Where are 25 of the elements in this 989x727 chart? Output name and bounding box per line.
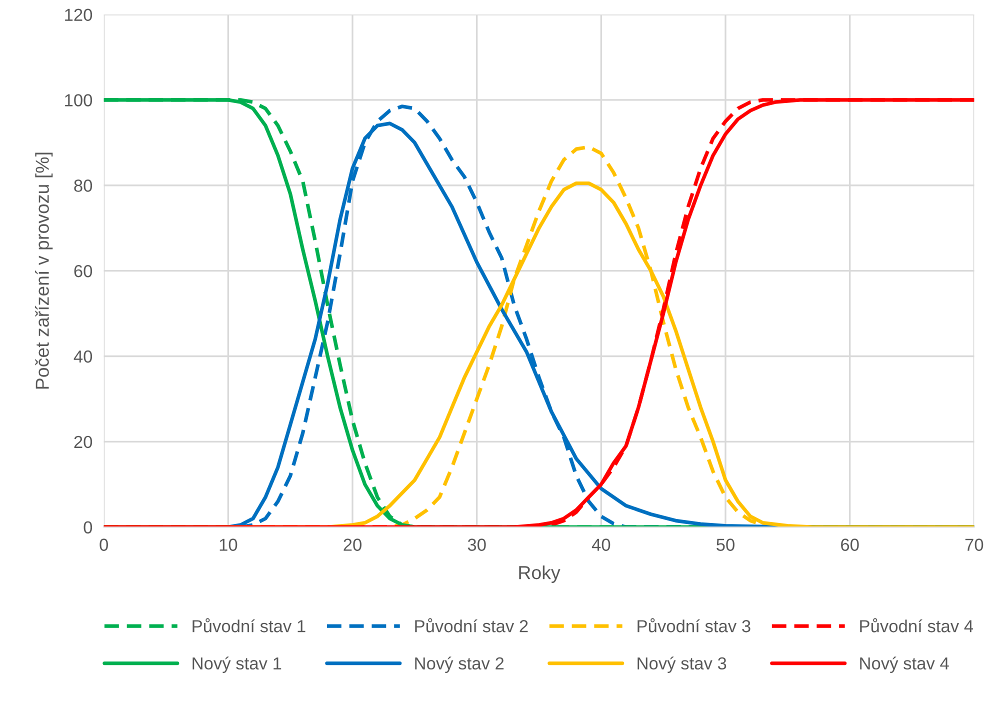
x-tick-label: 30 (468, 538, 486, 551)
x-tick-label: 10 (220, 538, 238, 551)
y-axis-title: Počet zařízení v provozu [%] (34, 152, 53, 389)
legend-label: Nový stav 3 (638, 656, 726, 673)
legend-label: Původní stav 3 (638, 618, 750, 632)
x-tick-label: 60 (841, 538, 859, 551)
x-tick-label: 70 (965, 538, 984, 551)
y-tick-label: 0 (84, 521, 92, 534)
x-tick-label: 50 (716, 538, 734, 551)
legend-label: Nový stav 2 (415, 656, 504, 673)
x-tick-label: 0 (100, 538, 108, 551)
legend-label: Nový stav 1 (192, 656, 282, 673)
y-tick-label: 80 (74, 180, 92, 192)
x-tick-label: 40 (592, 538, 610, 551)
legend-label: Původní stav 4 (860, 618, 974, 632)
x-tick-label: 20 (344, 538, 362, 551)
y-tick-label: 100 (65, 94, 92, 106)
legend-label: Nový stav 4 (860, 656, 949, 673)
legend-label: Původní stav 1 (192, 618, 306, 632)
y-tick-label: 20 (74, 436, 92, 448)
y-tick-label: 120 (65, 8, 92, 21)
legend-label: Původní stav 2 (415, 618, 528, 632)
y-tick-label: 40 (74, 350, 92, 363)
x-axis-title: Roky (519, 565, 560, 583)
y-tick-label: 60 (74, 264, 92, 278)
